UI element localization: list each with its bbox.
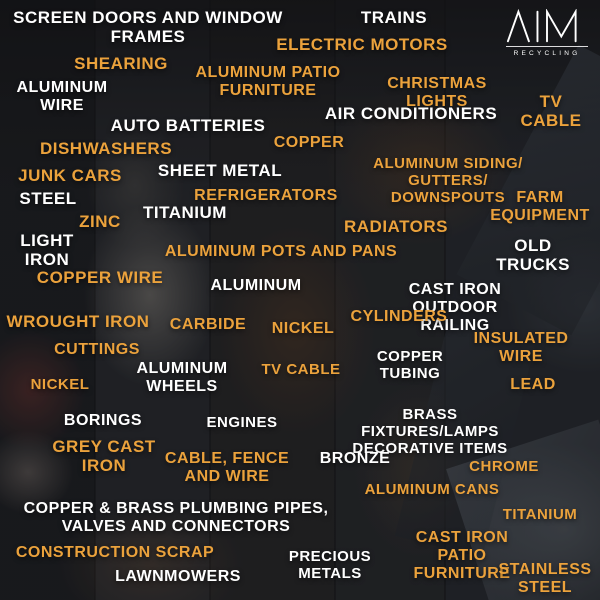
label-light-iron: LIGHT IRON (20, 231, 74, 270)
label-borings: BORINGS (63, 412, 143, 429)
label-aluminum-patio-furniture: ALUMINUM PATIO FURNITURE (195, 64, 341, 100)
label-zinc: ZINC (79, 212, 121, 231)
label-auto-batteries: AUTO BATTERIES (110, 116, 266, 135)
label-old-trucks: OLD TRUCKS (496, 236, 570, 275)
label-aluminum-siding-gutters-downspouts: ALUMINUM SIDING/ GUTTERS/ DOWNSPOUTS (373, 155, 523, 206)
label-tv-cable: TV CABLE (520, 92, 582, 131)
label-precious-metals: PRECIOUS METALS (288, 548, 372, 582)
label-sheet-metal: SHEET METAL (157, 161, 283, 180)
label-copper-brass-plumbing-pipes-valves-and-connectors: COPPER & BRASS PLUMBING PIPES, VALVES AN… (23, 500, 329, 536)
label-aluminum-cans: ALUMINUM CANS (364, 481, 500, 498)
aim-logo: RECYCLING (506, 9, 588, 57)
label-air-conditioners: AIR CONDITIONERS (324, 104, 498, 123)
label-cast-iron-outdoor-railing: CAST IRON OUTDOOR RAILING (408, 281, 502, 335)
label-nickel: NICKEL (30, 376, 90, 393)
label-junk-cars: JUNK CARS (18, 166, 122, 185)
label-refrigerators: REFRIGERATORS (194, 187, 338, 204)
label-grey-cast-iron: GREY CAST IRON (52, 437, 156, 476)
label-wrought-iron: WROUGHT IRON (6, 312, 150, 331)
label-cuttings: CUTTINGS (54, 341, 140, 358)
label-trains: TRAINS (360, 8, 428, 27)
label-aluminum-wire: ALUMINUM WIRE (16, 79, 108, 115)
label-engines: ENGINES (206, 414, 278, 431)
label-dishwashers: DISHWASHERS (39, 139, 173, 158)
label-nickel: NICKEL (271, 320, 335, 337)
label-carbide: CARBIDE (169, 316, 247, 333)
label-lawnmowers: LAWNMOWERS (115, 568, 241, 585)
label-titanium: TITANIUM (502, 506, 578, 523)
label-aluminum-pots-and-pans: ALUMINUM POTS AND PANS (164, 243, 398, 260)
label-copper-wire: COPPER WIRE (36, 268, 164, 287)
label-aluminum-wheels: ALUMINUM WHEELS (136, 360, 228, 396)
aim-logotype-icon (506, 9, 577, 43)
logo-subtitle: RECYCLING (506, 46, 588, 57)
label-shearing: SHEARING (74, 54, 168, 73)
label-brass-fixtures-lamps-decorative-items: BRASS FIXTURES/LAMPS DECORATIVE ITEMS (352, 406, 508, 457)
label-aluminum: ALUMINUM (210, 277, 302, 294)
label-tv-cable: TV CABLE (261, 361, 341, 378)
label-steel: STEEL (19, 189, 77, 208)
label-titanium: TITANIUM (143, 203, 227, 222)
label-radiators: RADIATORS (344, 217, 448, 236)
label-electric-motors: ELECTRIC MOTORS (276, 35, 448, 54)
label-copper: COPPER (273, 134, 345, 151)
label-lead: LEAD (510, 376, 556, 393)
label-bronze: BRONZE (319, 450, 391, 467)
label-insulated-wire: INSULATED WIRE (473, 330, 569, 366)
label-cylinders: CYLINDERS (350, 308, 448, 325)
label-farm-equipment: FARM EQUIPMENT (490, 189, 590, 225)
label-christmas-lights: CHRISTMAS LIGHTS (387, 75, 487, 111)
label-screen-doors-and-window-frames: SCREEN DOORS AND WINDOW FRAMES (13, 8, 283, 47)
label-construction-scrap: CONSTRUCTION SCRAP (15, 544, 215, 561)
label-cable-fence-and-wire: CABLE, FENCE AND WIRE (164, 450, 290, 486)
label-copper-tubing: COPPER TUBING (376, 348, 444, 382)
label-chrome: CHROME (469, 458, 539, 475)
label-cast-iron-patio-furniture: CAST IRON PATIO FURNITURE (413, 529, 511, 583)
label-stainless-steel: STAINLESS STEEL (498, 561, 592, 597)
